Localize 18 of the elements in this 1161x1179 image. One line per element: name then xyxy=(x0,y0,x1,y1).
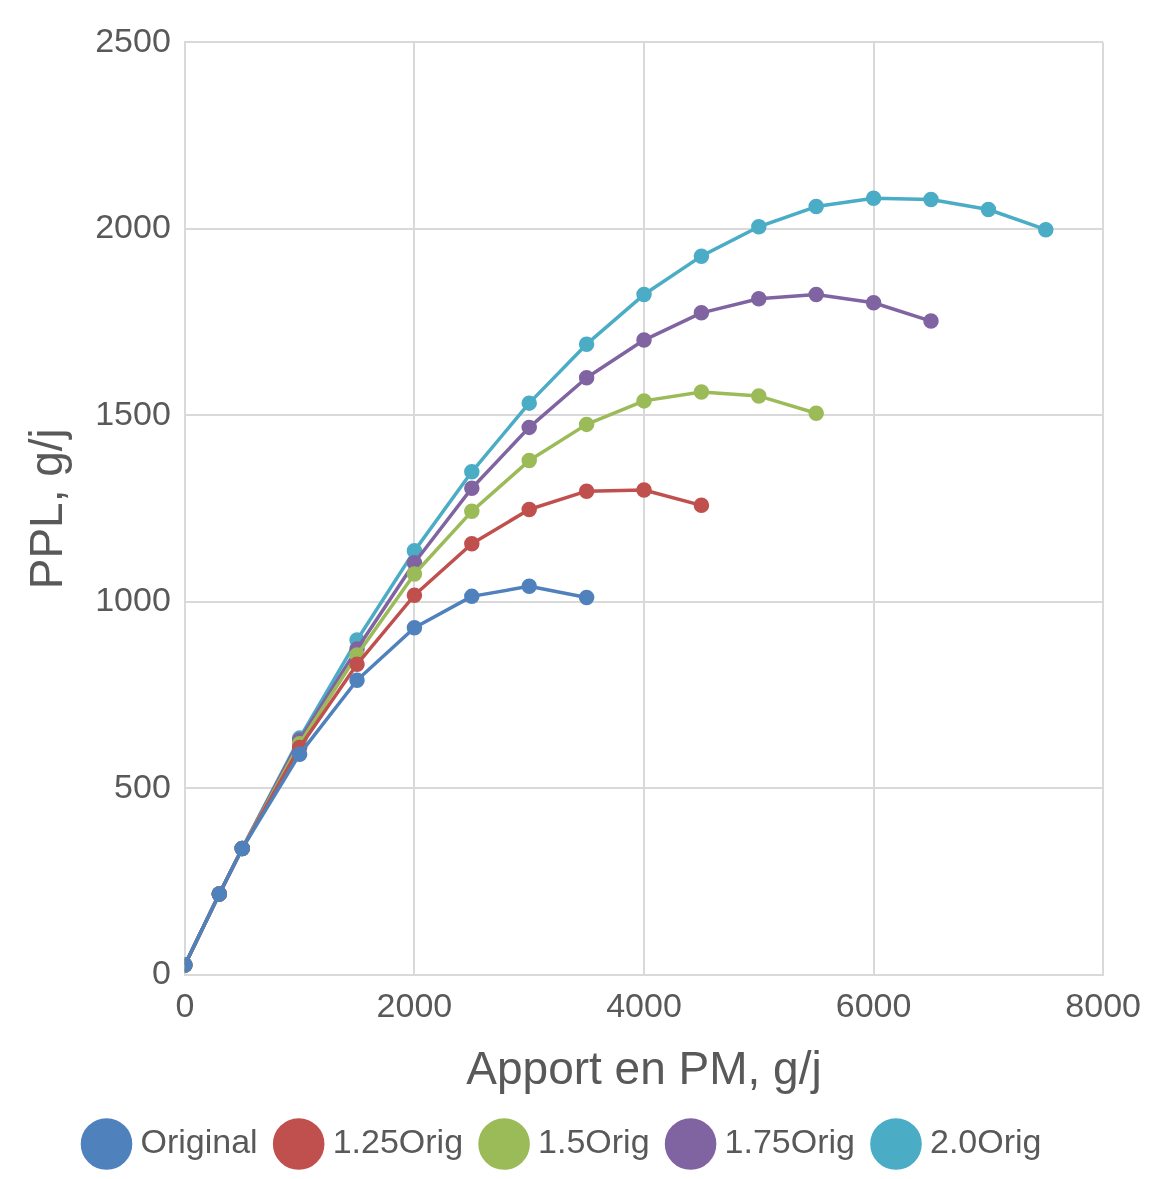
x-axis-title: Apport en PM, g/j xyxy=(466,1042,822,1095)
legend-label: 1.25Orig xyxy=(332,1122,464,1161)
legend-label: 1.75Orig xyxy=(724,1122,855,1161)
y-tick-label: 2000 xyxy=(95,207,171,246)
x-tick-label: 8000 xyxy=(1065,985,1141,1024)
x-tick-label: 4000 xyxy=(606,985,682,1024)
y-tick-label: 1000 xyxy=(95,580,171,619)
legend-label: Original xyxy=(140,1122,258,1161)
legend-label: 1.5Orig xyxy=(538,1122,650,1161)
x-tick-label: 6000 xyxy=(835,985,912,1024)
y-tick-label: 1500 xyxy=(95,393,171,432)
legend-label: 2.0Orig xyxy=(929,1122,1042,1161)
y-tick-label: 0 xyxy=(151,953,171,992)
y-axis-title: PPL, g/j xyxy=(20,428,73,590)
x-tick-label: 2000 xyxy=(376,985,453,1024)
y-tick-label: 500 xyxy=(114,766,171,805)
y-tick-label: 2500 xyxy=(95,20,171,59)
x-tick-label: 0 xyxy=(175,985,195,1024)
